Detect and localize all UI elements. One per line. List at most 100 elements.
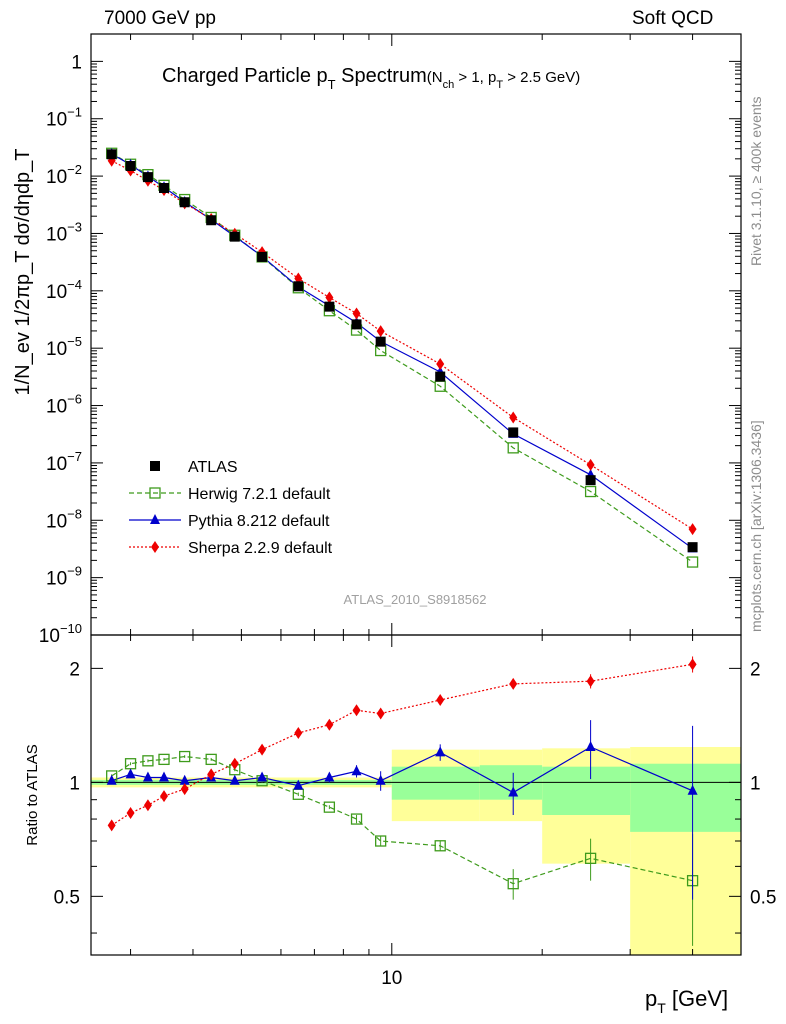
sherpa-point (436, 358, 445, 371)
y-tick-label: 10−5 (46, 334, 82, 360)
atlas-data-point (687, 542, 698, 553)
herwig-ratio-line (111, 755, 693, 885)
sherpa-ratio-point (509, 677, 518, 690)
axis-labels: 10 1 10−1 10−2 10−3 10−4 10−5 10−6 10−7 10−8 10−9 1… (12, 52, 776, 1016)
y-tick-label: 10−3 (46, 219, 82, 245)
herwig-ratio-point (507, 878, 519, 890)
legend-marker-atlas (150, 461, 160, 471)
plot-frames (90, 33, 742, 956)
sherpa-ratio-point (107, 819, 116, 832)
herwig-ratio-point (584, 852, 597, 864)
pythia-ratio-point (293, 779, 304, 790)
ratio-tick-label-left: 0.5 (54, 887, 80, 908)
atlas-data-point (257, 251, 268, 262)
pythia-ratio-point (687, 784, 698, 795)
sherpa-point (586, 458, 595, 471)
ratio-tick-label-left: 1 (69, 773, 80, 794)
y-tick-label: 10−9 (46, 564, 82, 590)
y-tick-label: 10−10 (39, 621, 82, 647)
sherpa-ratio-line (111, 663, 693, 826)
herwig-point (584, 485, 597, 498)
chart-title: Charged Particle pT Spectrum(Nch > 1, pT… (162, 65, 580, 92)
pythia-ratio-point (159, 771, 170, 782)
rivet-version-label: Rivet 3.1.10, ≥ 400k events (748, 96, 764, 266)
sherpa-ratio-point (325, 718, 334, 731)
pythia-ratio-point (106, 774, 117, 785)
pythia-ratio-point (324, 771, 335, 782)
legend-marker-2 (150, 514, 160, 524)
sherpa-ratio-point (586, 675, 595, 688)
herwig-ratio-point (158, 753, 170, 766)
x-tick-label: 10 (381, 968, 402, 989)
sherpa-ratio-point (258, 743, 267, 756)
pythia-ratio-line (111, 746, 693, 794)
pythia-ratio-point (375, 774, 386, 785)
y-tick-label: 10−2 (46, 162, 82, 188)
y-tick-label: 10−1 (46, 105, 82, 131)
pythia-ratio-point (257, 771, 268, 782)
legend-label: Pythia 8.212 default (188, 513, 330, 530)
data-marks (106, 147, 699, 946)
y-axis-label: 1/N_ev 1/2πp_T dσ/dηdp_T (12, 148, 34, 395)
sherpa-point (325, 291, 334, 304)
ratio-band-green-4 (630, 763, 741, 832)
sherpa-ratio-point (160, 790, 169, 803)
sherpa-ratio-point (352, 704, 361, 717)
header-energy: 7000 GeV pp (104, 8, 216, 29)
atlas-data-point (179, 197, 190, 208)
pythia-ratio-point (435, 746, 446, 757)
herwig-ratio-point (323, 801, 336, 813)
y-tick-label: 1 (71, 52, 82, 73)
atlas-data-point (375, 336, 386, 347)
herwig-ratio-point (434, 840, 446, 852)
sherpa-ratio-point (376, 707, 385, 720)
atlas-data-point (142, 172, 153, 183)
sherpa-ratio-point (207, 768, 216, 781)
sherpa-ratio-point (230, 757, 239, 770)
sherpa-ratio-point (436, 694, 445, 707)
pythia-ratio-point (585, 740, 596, 751)
ratio-tick-label-right: 0.5 (750, 887, 776, 908)
y-tick-label: 10−4 (46, 277, 82, 303)
ratio-tick-label-right: 2 (750, 659, 761, 680)
atlas-data-point (159, 183, 170, 194)
legend: ATLAS Herwig 7.2.1 default Pythia 8.212 de… (129, 459, 333, 557)
ratio-band-green-3 (542, 766, 631, 815)
atlas-data-point (206, 215, 217, 226)
atlas-data-point (351, 319, 362, 330)
atlas-data-point (125, 160, 136, 171)
ratio-tick-label-right: 1 (750, 773, 761, 794)
pythia-ratio-point (508, 786, 519, 797)
sherpa-ratio-point (180, 783, 189, 796)
atlas-data-point (585, 475, 596, 486)
pythia-ratio-point (125, 768, 136, 779)
sherpa-point (509, 411, 518, 424)
ratio-uncertainty-bands (91, 746, 741, 955)
herwig-main-line (111, 152, 693, 563)
pythia-ratio-point (142, 771, 153, 782)
atlas-data-point (324, 301, 335, 312)
sherpa-ratio-point (143, 799, 152, 812)
herwig-ratio-point (142, 755, 154, 767)
sherpa-ratio-point (688, 658, 697, 671)
ratio-tick-label-left: 2 (69, 659, 80, 680)
herwig-ratio-point (375, 835, 387, 847)
sherpa-point (352, 307, 361, 320)
sherpa-point (376, 325, 385, 338)
herwig-ratio-point (205, 753, 217, 766)
atlas-data-point (435, 371, 446, 382)
y-tick-label: 10−8 (46, 506, 82, 532)
ratio-band-green-1 (391, 766, 480, 800)
sherpa-ratio-point (126, 807, 135, 820)
atlas-data-point (293, 281, 304, 292)
herwig-ratio-point (179, 750, 191, 763)
sherpa-point (688, 523, 697, 536)
atlas-data-point (229, 231, 240, 242)
ratio-plot-frame (90, 634, 742, 956)
pythia-ratio-point (229, 774, 240, 785)
legend-label: Sherpa 2.2.9 default (188, 540, 333, 557)
y-tick-label: 10−6 (46, 392, 82, 418)
legend-label: ATLAS (188, 459, 238, 476)
mcplots-source-label: mcplots.cern.ch [arXiv:1306.3436] (748, 420, 764, 632)
